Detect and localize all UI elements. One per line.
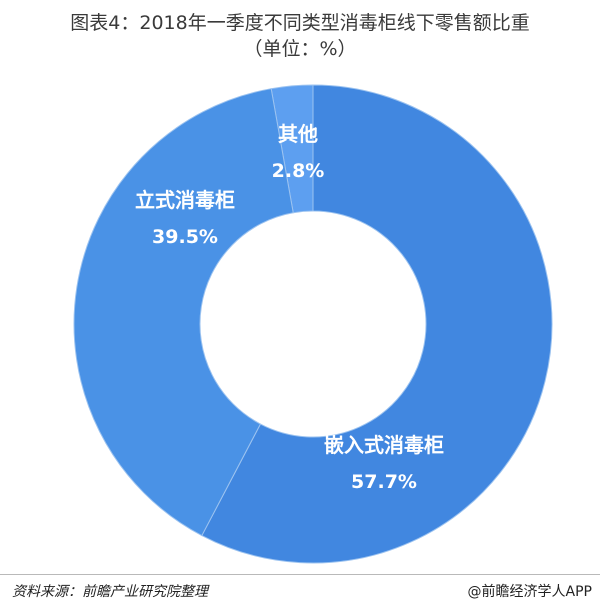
slice-label-0: 其他	[278, 122, 318, 146]
title-main: 图表4：2018年一季度不同类型消毒柜线下零售额比重	[70, 12, 530, 34]
slice-value-1: 57.7%	[351, 471, 417, 493]
title-unit: （单位：%）	[243, 38, 357, 60]
chart-title: 图表4：2018年一季度不同类型消毒柜线下零售额比重 （单位：%）	[0, 10, 600, 62]
slice-value-0: 2.8%	[272, 160, 325, 182]
donut-slices	[73, 84, 553, 564]
source-note: 资料来源：前瞻产业研究院整理	[12, 584, 208, 600]
slice-vertical	[73, 88, 294, 537]
slice-built-in	[201, 84, 553, 564]
donut-chart: 其他 2.8% 嵌入式消毒柜 57.7% 立式消毒柜 39.5%	[73, 84, 553, 564]
slice-label-1: 嵌入式消毒柜	[324, 433, 444, 457]
brand-credit: @前瞻经济学人APP	[467, 584, 592, 600]
slice-label-2: 立式消毒柜	[135, 188, 235, 212]
slice-value-2: 39.5%	[152, 226, 218, 248]
footer: 资料来源：前瞻产业研究院整理 @前瞻经济学人APP	[0, 574, 600, 603]
donut-labels: 其他 2.8% 嵌入式消毒柜 57.7% 立式消毒柜 39.5%	[135, 122, 444, 493]
